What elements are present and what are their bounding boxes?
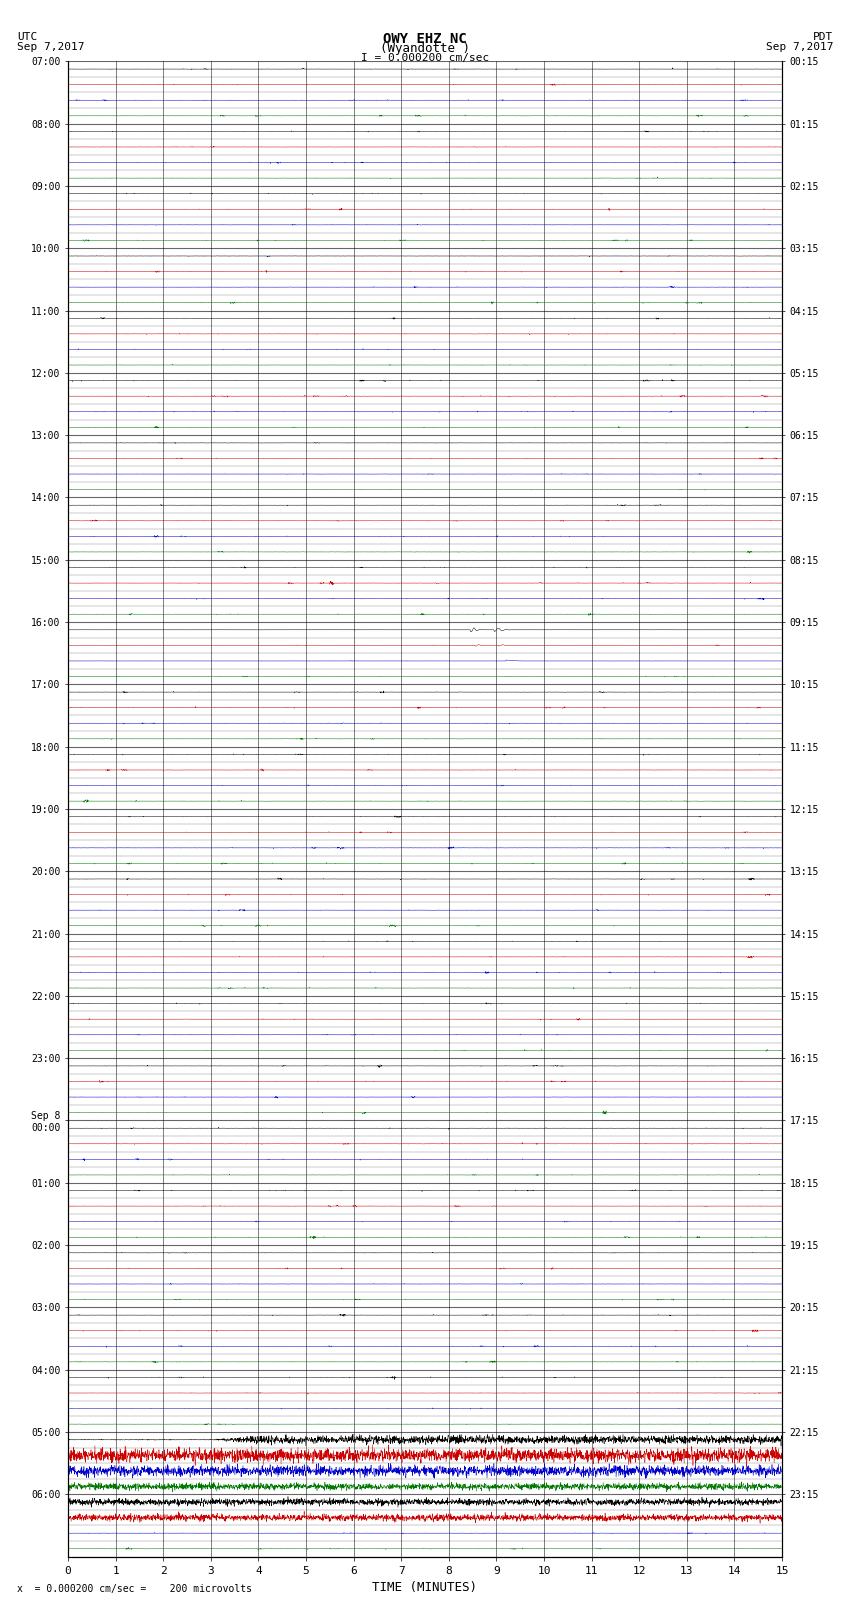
Text: UTC: UTC [17,32,37,42]
Text: PDT: PDT [813,32,833,42]
Text: x  = 0.000200 cm/sec =    200 microvolts: x = 0.000200 cm/sec = 200 microvolts [17,1584,252,1594]
Text: OWY EHZ NC: OWY EHZ NC [383,32,467,47]
Text: I = 0.000200 cm/sec: I = 0.000200 cm/sec [361,53,489,63]
X-axis label: TIME (MINUTES): TIME (MINUTES) [372,1581,478,1594]
Text: Sep 7,2017: Sep 7,2017 [17,42,84,52]
Text: Sep 7,2017: Sep 7,2017 [766,42,833,52]
Text: (Wyandotte ): (Wyandotte ) [380,42,470,55]
